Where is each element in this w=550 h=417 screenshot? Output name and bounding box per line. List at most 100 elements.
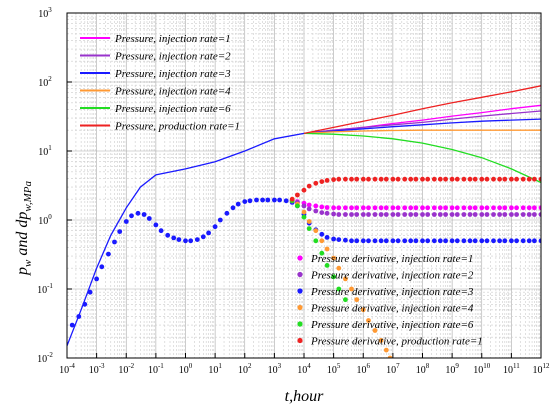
derivative-point [425, 212, 431, 217]
series-layer [67, 85, 541, 358]
derivative-point [437, 212, 443, 217]
x-tick-label: 108 [416, 362, 430, 376]
derivative-point [383, 205, 389, 211]
derivative-point [509, 205, 514, 211]
derivative-point [366, 318, 371, 323]
derivative-point [183, 238, 188, 244]
derivative-point [247, 198, 253, 204]
derivative-point [402, 212, 408, 217]
derivative-point [146, 216, 152, 221]
derivative-point [378, 212, 384, 217]
y-axis-title-p-sub: w [22, 259, 34, 267]
derivative-point [354, 297, 360, 303]
derivative-point [313, 203, 319, 209]
derivative-point [472, 205, 478, 211]
derivative-point [94, 276, 99, 282]
derivative-point [472, 176, 478, 182]
derivative-point [301, 209, 307, 215]
derivative-point [420, 212, 425, 217]
derivative-point [413, 212, 419, 217]
derivative-point [171, 235, 177, 241]
derivative-point [336, 237, 342, 243]
derivative-point [306, 219, 312, 224]
x-tick-label: 101 [208, 362, 222, 376]
derivative-point [265, 197, 271, 203]
legend-top-label: Pressure, injection rate=4 [114, 86, 231, 98]
derivative-point [343, 205, 348, 211]
derivative-point [449, 238, 455, 244]
derivative-point [520, 176, 526, 182]
derivative-point [532, 205, 537, 211]
derivative-point [514, 176, 519, 182]
derivative-point [425, 176, 431, 182]
legend-bottom-marker [297, 255, 303, 261]
derivative-point [366, 212, 371, 217]
derivative-point [87, 289, 93, 295]
derivative-point [331, 211, 336, 217]
derivative-point [491, 205, 496, 211]
derivative-point [306, 206, 312, 212]
derivative-point [295, 192, 300, 198]
derivative-point [343, 212, 348, 217]
derivative-point [461, 238, 467, 244]
y-tick-label: 10-2 [37, 351, 53, 365]
derivative-point [176, 237, 182, 243]
derivative-point [319, 238, 325, 244]
x-axis-title-rest: ,hour [289, 388, 324, 405]
derivative-point [420, 205, 425, 211]
derivative-point [319, 250, 325, 256]
derivative-point [331, 177, 336, 183]
derivative-point [443, 212, 448, 217]
derivative-point [324, 205, 330, 210]
derivative-point [454, 212, 460, 217]
derivative-point [502, 176, 508, 182]
derivative-point [479, 212, 485, 217]
derivative-point [497, 238, 502, 244]
derivative-point [319, 204, 325, 210]
derivative-point [306, 183, 312, 189]
derivative-point [408, 205, 414, 211]
derivative-point [283, 198, 289, 204]
pressure-line [303, 110, 541, 135]
derivative-point [319, 210, 325, 216]
legend-top-label: Pressure, injection rate=3 [114, 68, 231, 80]
derivative-point [224, 210, 230, 216]
derivative-point [395, 238, 401, 244]
derivative-point [425, 238, 431, 244]
derivative-point [331, 255, 336, 261]
derivative-point [431, 238, 437, 244]
derivative-point [289, 196, 295, 202]
derivative-point [526, 238, 532, 244]
derivative-point [454, 238, 460, 244]
derivative-point [324, 210, 330, 216]
derivative-point [491, 176, 496, 182]
x-tick-label: 100 [179, 362, 193, 376]
derivative-point [378, 176, 384, 182]
derivative-point [461, 176, 467, 182]
derivative-point [69, 322, 75, 328]
derivative-point [360, 307, 366, 313]
derivative-point [467, 238, 473, 244]
derivative-point [443, 176, 448, 182]
axis-ticks: 10-4 10-3 10-2 10-1 100 101 102 103 104 105 106 107… [37, 6, 550, 376]
derivative-point [484, 212, 490, 217]
x-tick-label: 10-4 [59, 362, 75, 376]
derivative-point [82, 301, 88, 307]
derivative-point [336, 286, 342, 292]
derivative-point [383, 347, 389, 353]
derivative-point [461, 205, 467, 211]
derivative-point [212, 224, 218, 230]
derivative-point [336, 212, 342, 217]
derivative-point [390, 238, 396, 244]
x-tick-label: 107 [386, 362, 400, 376]
derivative-point [502, 205, 508, 211]
x-tick-label: 1011 [503, 362, 520, 376]
x-tick-label: 1010 [473, 362, 491, 376]
derivative-point [188, 238, 194, 244]
derivative-point [349, 212, 354, 217]
derivative-point [402, 205, 408, 211]
y-tick-label: 103 [38, 6, 52, 20]
derivative-point [408, 176, 414, 182]
legend-bottom-marker [297, 271, 303, 278]
derivative-point [413, 238, 419, 244]
